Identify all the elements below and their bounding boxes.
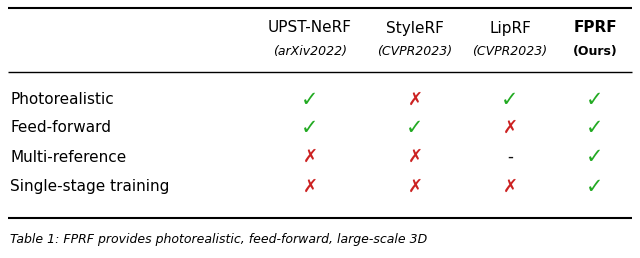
Text: ✗: ✗	[502, 178, 518, 196]
Text: (CVPR2023): (CVPR2023)	[472, 45, 548, 59]
Text: Multi-reference: Multi-reference	[10, 149, 126, 165]
Text: ✗: ✗	[502, 119, 518, 137]
Text: Photorealistic: Photorealistic	[10, 93, 114, 108]
Text: ✗: ✗	[303, 178, 317, 196]
Text: Single-stage training: Single-stage training	[10, 180, 170, 195]
Text: UPST-NeRF: UPST-NeRF	[268, 20, 352, 36]
Text: ✓: ✓	[586, 118, 604, 138]
Text: (CVPR2023): (CVPR2023)	[378, 45, 452, 59]
Text: ✓: ✓	[406, 118, 424, 138]
Text: ✓: ✓	[586, 177, 604, 197]
Text: ✗: ✗	[408, 178, 422, 196]
Text: (Ours): (Ours)	[573, 45, 618, 59]
Text: -: -	[507, 148, 513, 166]
Text: ✓: ✓	[301, 118, 319, 138]
Text: (arXiv2022): (arXiv2022)	[273, 45, 347, 59]
Text: ✗: ✗	[303, 148, 317, 166]
Text: FPRF: FPRF	[573, 20, 617, 36]
Text: StyleRF: StyleRF	[386, 20, 444, 36]
Text: LipRF: LipRF	[489, 20, 531, 36]
Text: ✓: ✓	[501, 90, 519, 110]
Text: ✓: ✓	[301, 90, 319, 110]
Text: ✓: ✓	[586, 90, 604, 110]
Text: Feed-forward: Feed-forward	[10, 120, 111, 135]
Text: ✗: ✗	[408, 148, 422, 166]
Text: Table 1: FPRF provides photorealistic, feed-forward, large-scale 3D: Table 1: FPRF provides photorealistic, f…	[10, 233, 428, 246]
Text: ✓: ✓	[586, 147, 604, 167]
Text: ✗: ✗	[408, 91, 422, 109]
